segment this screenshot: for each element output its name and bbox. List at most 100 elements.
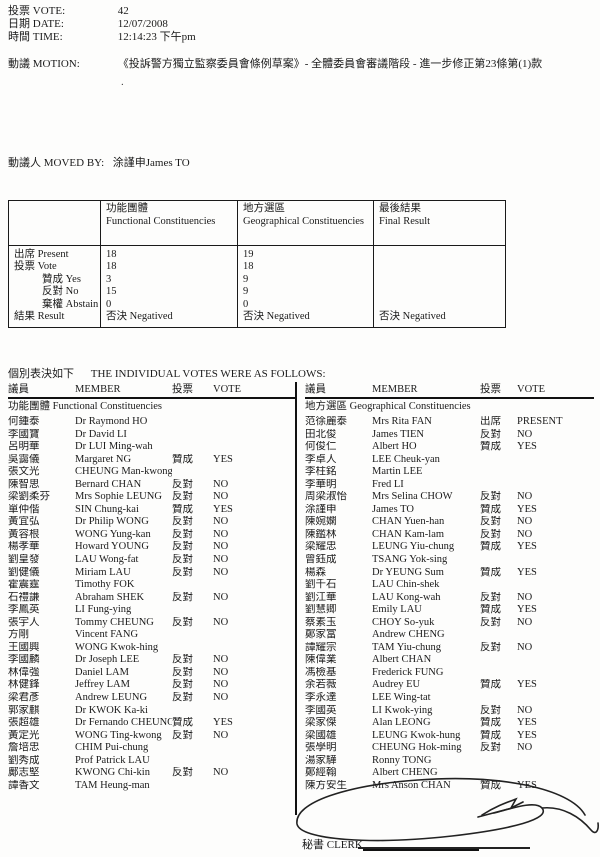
member-name-zh: 林健鋒: [8, 679, 40, 691]
group-label-geographical: 地方選區 Geographical Constituencies: [305, 401, 471, 412]
member-vote-en: [213, 629, 296, 642]
member-name-en: WONG Yung-kan: [75, 528, 151, 540]
summary-col-geographical-zh: 地方選區: [243, 203, 285, 214]
summary-col-functional-en: Functional Constituencies: [106, 215, 216, 227]
member-vote-zh: [172, 604, 213, 617]
member-name-zh: 劉千石: [305, 579, 337, 591]
motion-label: 動議 MOTION:: [8, 58, 80, 70]
summary-header-row: 功能團體 Functional Constituencies 地方選區 Geog…: [8, 200, 506, 246]
member-name-zh: 譚香文: [8, 779, 40, 791]
individual-votes-title-zh: 個別表決如下: [8, 368, 74, 380]
member-row: 鄭經翰 Albert CHENG: [305, 767, 594, 780]
member-vote-en: NO: [213, 478, 229, 490]
member-vote-zh: [172, 629, 213, 642]
summary-row-value: [379, 286, 500, 298]
member-vote-zh: [172, 642, 213, 655]
member-vote-zh: 反對: [172, 654, 193, 666]
member-vote-en: NO: [213, 616, 229, 628]
member-row: 李柱銘 Martin LEE: [305, 466, 594, 479]
member-vote-en: NO: [213, 528, 229, 540]
member-name-zh: 周梁淑怡: [305, 491, 347, 503]
member-vote-en: [213, 466, 296, 479]
member-name-zh: 梁耀忠: [305, 541, 337, 553]
moved-by-label: 動議人 MOVED BY:: [8, 157, 105, 169]
member-vote-zh: 反對: [172, 491, 193, 503]
member-vote-en: PRESENT: [517, 416, 563, 427]
member-name-en: LEUNG Yiu-chung: [372, 541, 455, 553]
member-name-zh: 李永達: [305, 692, 337, 704]
member-vote-en: [213, 705, 296, 718]
summary-functional-cell: 18 18 3 15 0 否決 Negatived: [100, 244, 238, 329]
individual-votes-title-en: THE INDIVIDUAL VOTES WERE AS FOLLOWS:: [90, 368, 326, 380]
summary-final-cell: 否決 Negatived: [373, 244, 506, 329]
member-rows-geographical: 范徐麗泰 Mrs Rita FAN 出席 PRESENT 田北俊 James TIEN 反對…: [305, 414, 594, 792]
summary-row-value: 18: [243, 261, 254, 273]
summary-row-value: 否決 Negatived: [243, 311, 310, 323]
member-vote-zh: 贊成: [480, 503, 501, 515]
member-vote-en: NO: [517, 491, 533, 503]
member-vote-zh: [480, 554, 517, 567]
col-vote-en: VOTE: [517, 384, 545, 395]
summary-row-value: [379, 274, 500, 286]
summary-row-label: 贊成 Yes: [42, 273, 81, 285]
member-vote-en: [517, 755, 594, 768]
member-name-zh: 張文光: [8, 466, 40, 478]
member-name-zh: 楊孝華: [8, 541, 40, 553]
member-name-en: Howard YOUNG: [75, 541, 149, 553]
member-vote-en: NO: [517, 516, 533, 528]
member-name-en: Emily LAU: [372, 604, 422, 616]
member-name-zh: 梁家傑: [305, 717, 337, 729]
member-name-en: TSANG Yok-sing: [372, 554, 448, 566]
member-vote-en: [517, 466, 594, 479]
member-row: 何鍾泰 Dr Raymond HO: [8, 416, 296, 429]
member-name-zh: 陳方安生: [305, 779, 347, 791]
member-name-en: Mrs Sophie LEUNG: [75, 491, 162, 503]
member-name-en: Andrew LEUNG: [75, 692, 148, 704]
member-vote-zh: 反對: [172, 767, 193, 779]
member-row: 劉慧卿 Emily LAU 贊成 YES: [305, 604, 594, 617]
member-name-zh: 余若薇: [305, 679, 337, 691]
member-vote-zh: 反對: [480, 704, 501, 716]
member-row: 張學明 CHEUNG Hok-ming 反對 NO: [305, 742, 594, 755]
functional-votes-list: 議員 MEMBER 投票 VOTE 功能團體 Functional Consti…: [8, 383, 296, 792]
member-vote-zh: [480, 466, 517, 479]
member-vote-zh: 贊成: [172, 503, 193, 515]
member-name-zh: 李鳳英: [8, 604, 40, 616]
summary-row-value: 0: [243, 298, 249, 310]
member-row: 陳偉業 Albert CHAN: [305, 654, 594, 667]
member-row: 劉千石 LAU Chin-shek: [305, 579, 594, 592]
member-name-en: CHIM Pui-chung: [75, 742, 149, 754]
member-vote-zh: 反對: [172, 616, 193, 628]
member-vote-zh: [172, 705, 213, 718]
member-vote-zh: [172, 742, 213, 755]
member-name-zh: 郭家麒: [8, 704, 40, 716]
member-name-en: LAU Wong-fat: [75, 554, 139, 566]
member-vote-zh: 贊成: [172, 453, 193, 465]
member-vote-en: NO: [517, 591, 533, 603]
member-vote-zh: 贊成: [480, 679, 501, 691]
member-vote-zh: [172, 429, 213, 442]
member-name-zh: 王國興: [8, 641, 40, 653]
member-vote-zh: [480, 755, 517, 768]
member-row: 范徐麗泰 Mrs Rita FAN 出席 PRESENT: [305, 416, 594, 429]
member-row: 單仲偕 SIN Chung-kai 贊成 YES: [8, 504, 296, 517]
member-row: 李鳳英 LI Fung-ying: [8, 604, 296, 617]
member-name-en: Vincent FANG: [75, 629, 139, 641]
member-name-zh: 何俊仁: [305, 441, 337, 453]
vote-number-field: 投票 VOTE: 42: [8, 5, 594, 18]
member-row: 梁耀忠 LEUNG Yiu-chung 贊成 YES: [305, 541, 594, 554]
member-name-zh: 李卓人: [305, 453, 337, 465]
summary-row-value: [379, 249, 500, 261]
member-vote-en: NO: [213, 554, 229, 566]
member-row: 何俊仁 Albert HO 贊成 YES: [305, 441, 594, 454]
member-name-zh: 馮檢基: [305, 666, 337, 678]
member-vote-en: [213, 441, 296, 454]
member-name-zh: 涂謹申: [305, 503, 337, 515]
member-vote-zh: 反對: [480, 641, 501, 653]
member-row: 梁劉柔芬 Mrs Sophie LEUNG 反對 NO: [8, 491, 296, 504]
member-row: 陳鑑林 CHAN Kam-lam 反對 NO: [305, 529, 594, 542]
member-vote-en: YES: [517, 441, 537, 453]
member-name-en: Margaret NG: [75, 453, 132, 465]
member-name-en: Mrs Anson CHAN: [372, 779, 451, 791]
